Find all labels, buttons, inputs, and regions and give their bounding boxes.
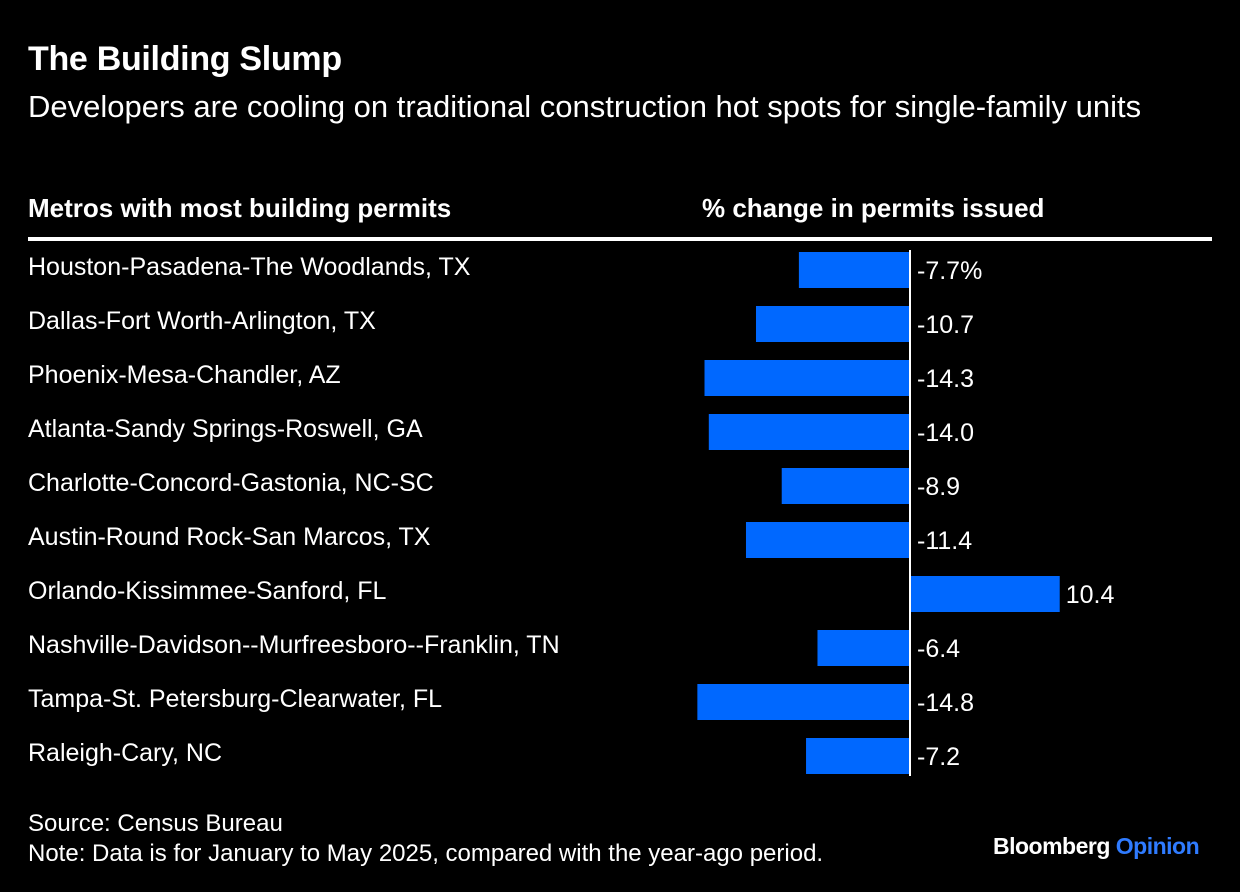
category-label: Phoenix-Mesa-Chandler, AZ [28,361,341,389]
brand-section: Opinion [1115,833,1200,859]
value-label: -14.3 [917,365,974,393]
header-rule [28,237,1212,241]
category-label: Raleigh-Cary, NC [28,739,222,767]
bar [806,738,909,774]
category-label: Dallas-Fort Worth-Arlington, TX [28,307,376,335]
bar [798,252,909,288]
category-label: Nashville-Davidson--Murfreesboro--Frankl… [28,631,560,659]
category-label: Tampa-St. Petersburg-Clearwater, FL [28,685,442,713]
value-label: 10.4 [1066,581,1115,609]
bar [708,414,909,450]
metro-column-header: Metros with most building permits [28,193,452,223]
category-label: Austin-Round Rock-San Marcos, TX [28,523,431,551]
category-label: Orlando-Kissimmee-Sanford, FL [28,577,387,605]
bar [704,360,909,396]
bar-chart: Houston-Pasadena-The Woodlands, TX -7.7% D… [28,250,1115,776]
change-column-header: % change in permits issued [702,193,1045,223]
bar [817,630,909,666]
bar [755,306,909,342]
value-label: -7.2 [917,743,960,771]
category-label: Charlotte-Concord-Gastonia, NC-SC [28,469,434,497]
bar [911,576,1060,612]
value-label: -14.8 [917,689,974,717]
bar [745,522,909,558]
bar [697,684,909,720]
brand-logo: Bloomberg Opinion [993,833,1200,860]
chart-title: The Building Slump [28,40,342,78]
value-label: -10.7 [917,311,974,339]
data-note: Note: Data is for January to May 2025, c… [28,840,824,867]
value-label: -6.4 [917,635,960,663]
source-note: Source: Census Bureau [28,810,283,837]
category-label: Atlanta-Sandy Springs-Roswell, GA [28,415,423,443]
value-label: -7.7% [917,257,982,285]
chart-subtitle: Developers are cooling on traditional co… [28,89,1142,124]
value-label: -14.0 [917,419,974,447]
category-label: Houston-Pasadena-The Woodlands, TX [28,253,471,281]
bar [781,468,909,504]
brand-name: Bloomberg [993,833,1110,859]
value-label: -8.9 [917,473,960,501]
value-label: -11.4 [917,527,972,555]
